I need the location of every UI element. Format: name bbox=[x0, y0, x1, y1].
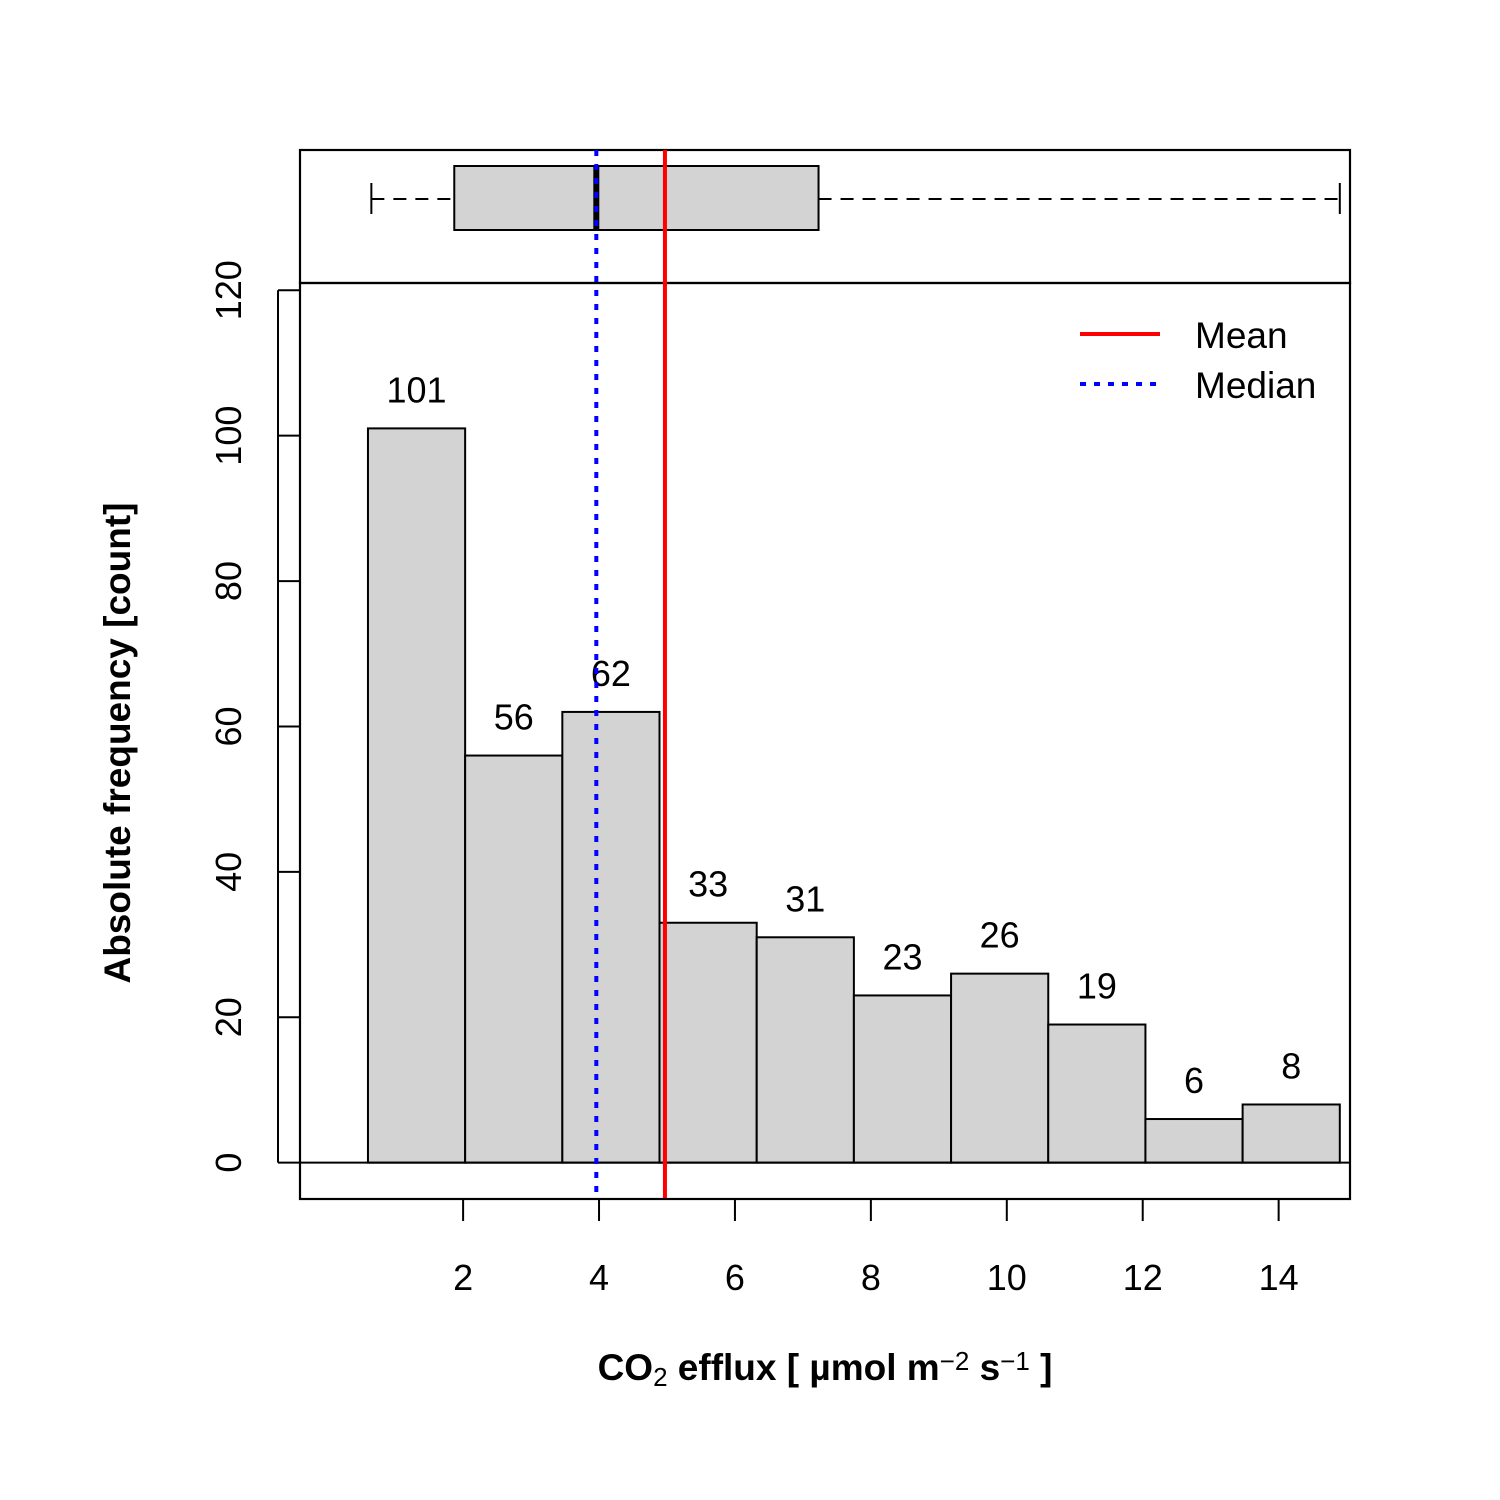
histogram-bars bbox=[366, 427, 1341, 1164]
x-tick-label: 8 bbox=[861, 1257, 881, 1298]
boxplot-box bbox=[453, 165, 820, 231]
histogram-bar bbox=[366, 427, 467, 1164]
y-axis: 0 20 40 60 80 100 120 bbox=[208, 260, 300, 1173]
y-tick-label: 0 bbox=[208, 1153, 249, 1173]
histogram-bar bbox=[1047, 1023, 1147, 1164]
y-tick-label: 80 bbox=[208, 561, 249, 601]
histogram-bar bbox=[658, 921, 758, 1164]
x-axis-title: CO2 efflux [ µmol m−2 s−1 ] bbox=[598, 1346, 1053, 1392]
legend-mean-label: Mean bbox=[1195, 315, 1288, 356]
legend-median-label: Median bbox=[1195, 365, 1316, 406]
bar-value-label: 101 bbox=[387, 369, 447, 410]
bar-value-label: 26 bbox=[980, 915, 1020, 956]
histogram-bar bbox=[1241, 1103, 1341, 1164]
histogram-bar bbox=[852, 994, 953, 1164]
y-tick-label: 100 bbox=[208, 406, 249, 466]
bar-value-label: 56 bbox=[494, 697, 534, 738]
x-tick-label: 14 bbox=[1259, 1257, 1299, 1298]
y-tick-label: 60 bbox=[208, 706, 249, 746]
bar-value-label: 19 bbox=[1077, 966, 1117, 1007]
bar-value-label: 31 bbox=[785, 878, 825, 919]
bar-value-label: 6 bbox=[1184, 1060, 1204, 1101]
histogram-bar bbox=[561, 710, 661, 1164]
x-axis: 2 4 6 8 10 12 14 bbox=[453, 1198, 1299, 1298]
x-tick-label: 6 bbox=[725, 1257, 745, 1298]
bar-value-label: 33 bbox=[688, 864, 728, 905]
bar-value-label: 23 bbox=[882, 936, 922, 977]
boxplot-panel bbox=[298, 148, 1352, 285]
histogram-bar bbox=[1144, 1118, 1244, 1164]
x-tick-label: 10 bbox=[987, 1257, 1027, 1298]
legend: Mean Median bbox=[1080, 315, 1316, 406]
x-tick-label: 2 bbox=[453, 1257, 473, 1298]
y-tick-label: 120 bbox=[208, 260, 249, 320]
y-tick-label: 20 bbox=[208, 997, 249, 1037]
histogram-bar bbox=[950, 972, 1050, 1164]
y-tick-label: 40 bbox=[208, 852, 249, 892]
bar-value-label: 8 bbox=[1281, 1045, 1301, 1086]
y-axis-title: Absolute frequency [count] bbox=[97, 502, 138, 983]
histogram-bar bbox=[464, 754, 564, 1164]
x-tick-label: 4 bbox=[589, 1257, 609, 1298]
x-tick-label: 12 bbox=[1123, 1257, 1163, 1298]
histogram-bar bbox=[755, 936, 855, 1164]
